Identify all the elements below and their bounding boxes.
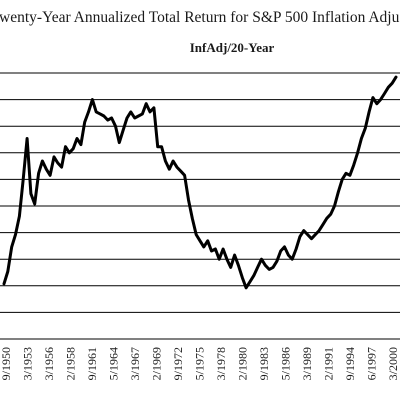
x-tick-label: 2/1958 xyxy=(64,347,78,380)
x-tick-label: 9/1994 xyxy=(343,347,357,380)
x-tick-labels: 9/1950 3/1953 3/1956 2/1958 9/1961 5/1964 3/19… xyxy=(0,347,400,380)
x-tick-label: 3/1953 xyxy=(21,347,35,380)
x-tick-label: 3/2000 xyxy=(386,347,400,380)
x-tick-label: 3/1956 xyxy=(42,347,56,380)
x-tick-label: 5/1986 xyxy=(279,347,293,380)
x-tick-label: 6/1997 xyxy=(365,347,379,380)
x-tick-label: 5/1964 xyxy=(107,347,121,380)
x-tick-label: 5/1975 xyxy=(193,347,207,380)
grid xyxy=(0,72,400,340)
x-tick-label: 9/1961 xyxy=(85,347,99,380)
x-tick-label: 3/1989 xyxy=(300,347,314,380)
x-tick-label: 3/1978 xyxy=(214,347,228,380)
x-tick-label: 2/1969 xyxy=(150,347,164,380)
x-tick-label: 9/1972 xyxy=(171,347,185,380)
x-tick-label: 2/1991 xyxy=(322,347,336,380)
chart-title: Twenty-Year Annualized Total Return for … xyxy=(0,9,400,26)
x-tick-label: 9/1983 xyxy=(257,347,271,380)
x-tick-label: 2/1980 xyxy=(236,347,250,380)
x-tick-label: 9/1950 xyxy=(0,347,13,380)
chart-subtitle: InfAdj/20-Year xyxy=(190,40,275,55)
series-line xyxy=(2,75,398,290)
x-tick-label: 3/1967 xyxy=(128,347,142,380)
